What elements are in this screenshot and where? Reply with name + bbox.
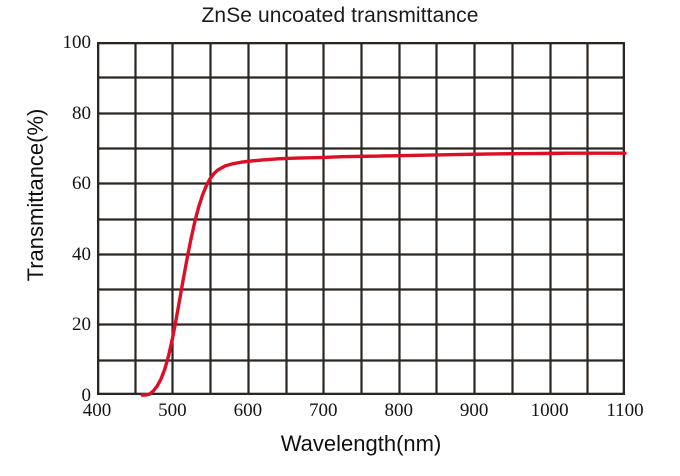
chart-title: ZnSe uncoated transmittance [201,4,479,27]
x-tick-label: 600 [233,400,263,421]
y-tick-label: 100 [62,32,92,53]
x-tick-label: 500 [158,400,187,421]
x-axis-label: Wavelength(nm) [280,431,442,456]
y-tick-label: 20 [72,314,91,336]
x-axis-tick-labels: 400 500 600 700 800 900 1000 1100 [83,400,644,427]
y-tick-label: 40 [72,243,91,265]
grid-lines [97,42,625,395]
x-tick-label: 700 [309,400,338,421]
y-axis-tick-labels: 0 20 40 60 80 100 [41,33,92,405]
y-tick-label: 60 [72,173,91,195]
y-tick-label: 80 [72,102,91,124]
x-tick-label: 400 [82,400,112,421]
x-tick-label: 1000 [530,400,569,421]
transmittance-curve [140,151,627,397]
y-tick-label: 0 [81,385,92,406]
x-tick-label: 1100 [606,400,644,421]
plot-area [97,42,627,397]
x-tick-label: 900 [459,400,489,421]
x-tick-label: 800 [384,400,413,421]
